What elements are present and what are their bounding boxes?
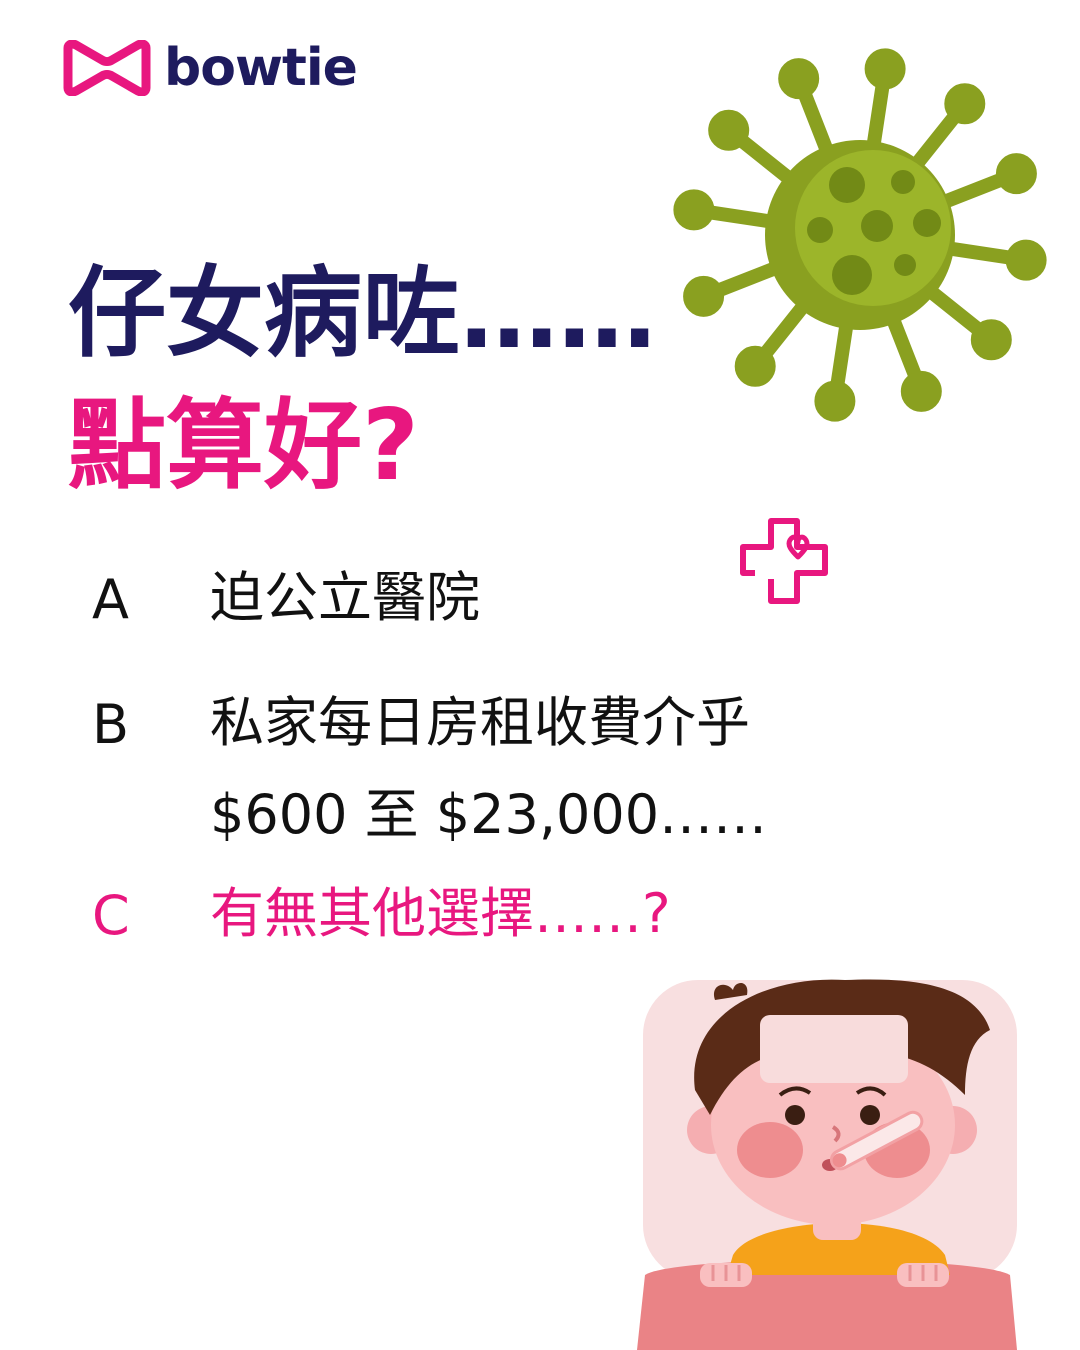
brand-logo: bowtie (62, 38, 358, 98)
virus-spike-tip (995, 153, 1037, 195)
headline-line2: 點算好? (68, 389, 419, 503)
virus-spike-tip (970, 319, 1012, 361)
option-a-text: 迫公立醫院 (210, 566, 480, 629)
virus-spike-tip (900, 370, 942, 412)
virus-spike-tip (734, 345, 776, 387)
virus-spike-tip (1005, 239, 1047, 281)
bowtie-logo-icon (63, 40, 151, 96)
virus-icon (673, 48, 1047, 422)
option-b-text-line1: 私家每日房租收費介乎 (210, 691, 750, 754)
sick-child-illustration (637, 979, 1017, 1350)
virus-spike-tip (778, 58, 820, 100)
option-c-text: 有無其他選擇……? (210, 882, 671, 945)
headline-line1: 仔女病咗…… (68, 257, 657, 371)
virus-spike-tip (944, 83, 986, 125)
medical-cross-heart-icon (740, 518, 828, 604)
virus-spike-tip (864, 48, 906, 90)
virus-spike-tip (708, 109, 750, 151)
virus-spike-tip (814, 380, 856, 422)
virus-spike-tip (673, 189, 715, 231)
option-a-letter: A (92, 568, 129, 631)
option-c-letter: C (92, 884, 130, 947)
virus-spike-tip (683, 275, 725, 317)
option-b-text-line2: $600 至 $23,000…… (210, 783, 768, 846)
option-b-letter: B (92, 693, 130, 756)
brand-name: bowtie (164, 38, 358, 98)
